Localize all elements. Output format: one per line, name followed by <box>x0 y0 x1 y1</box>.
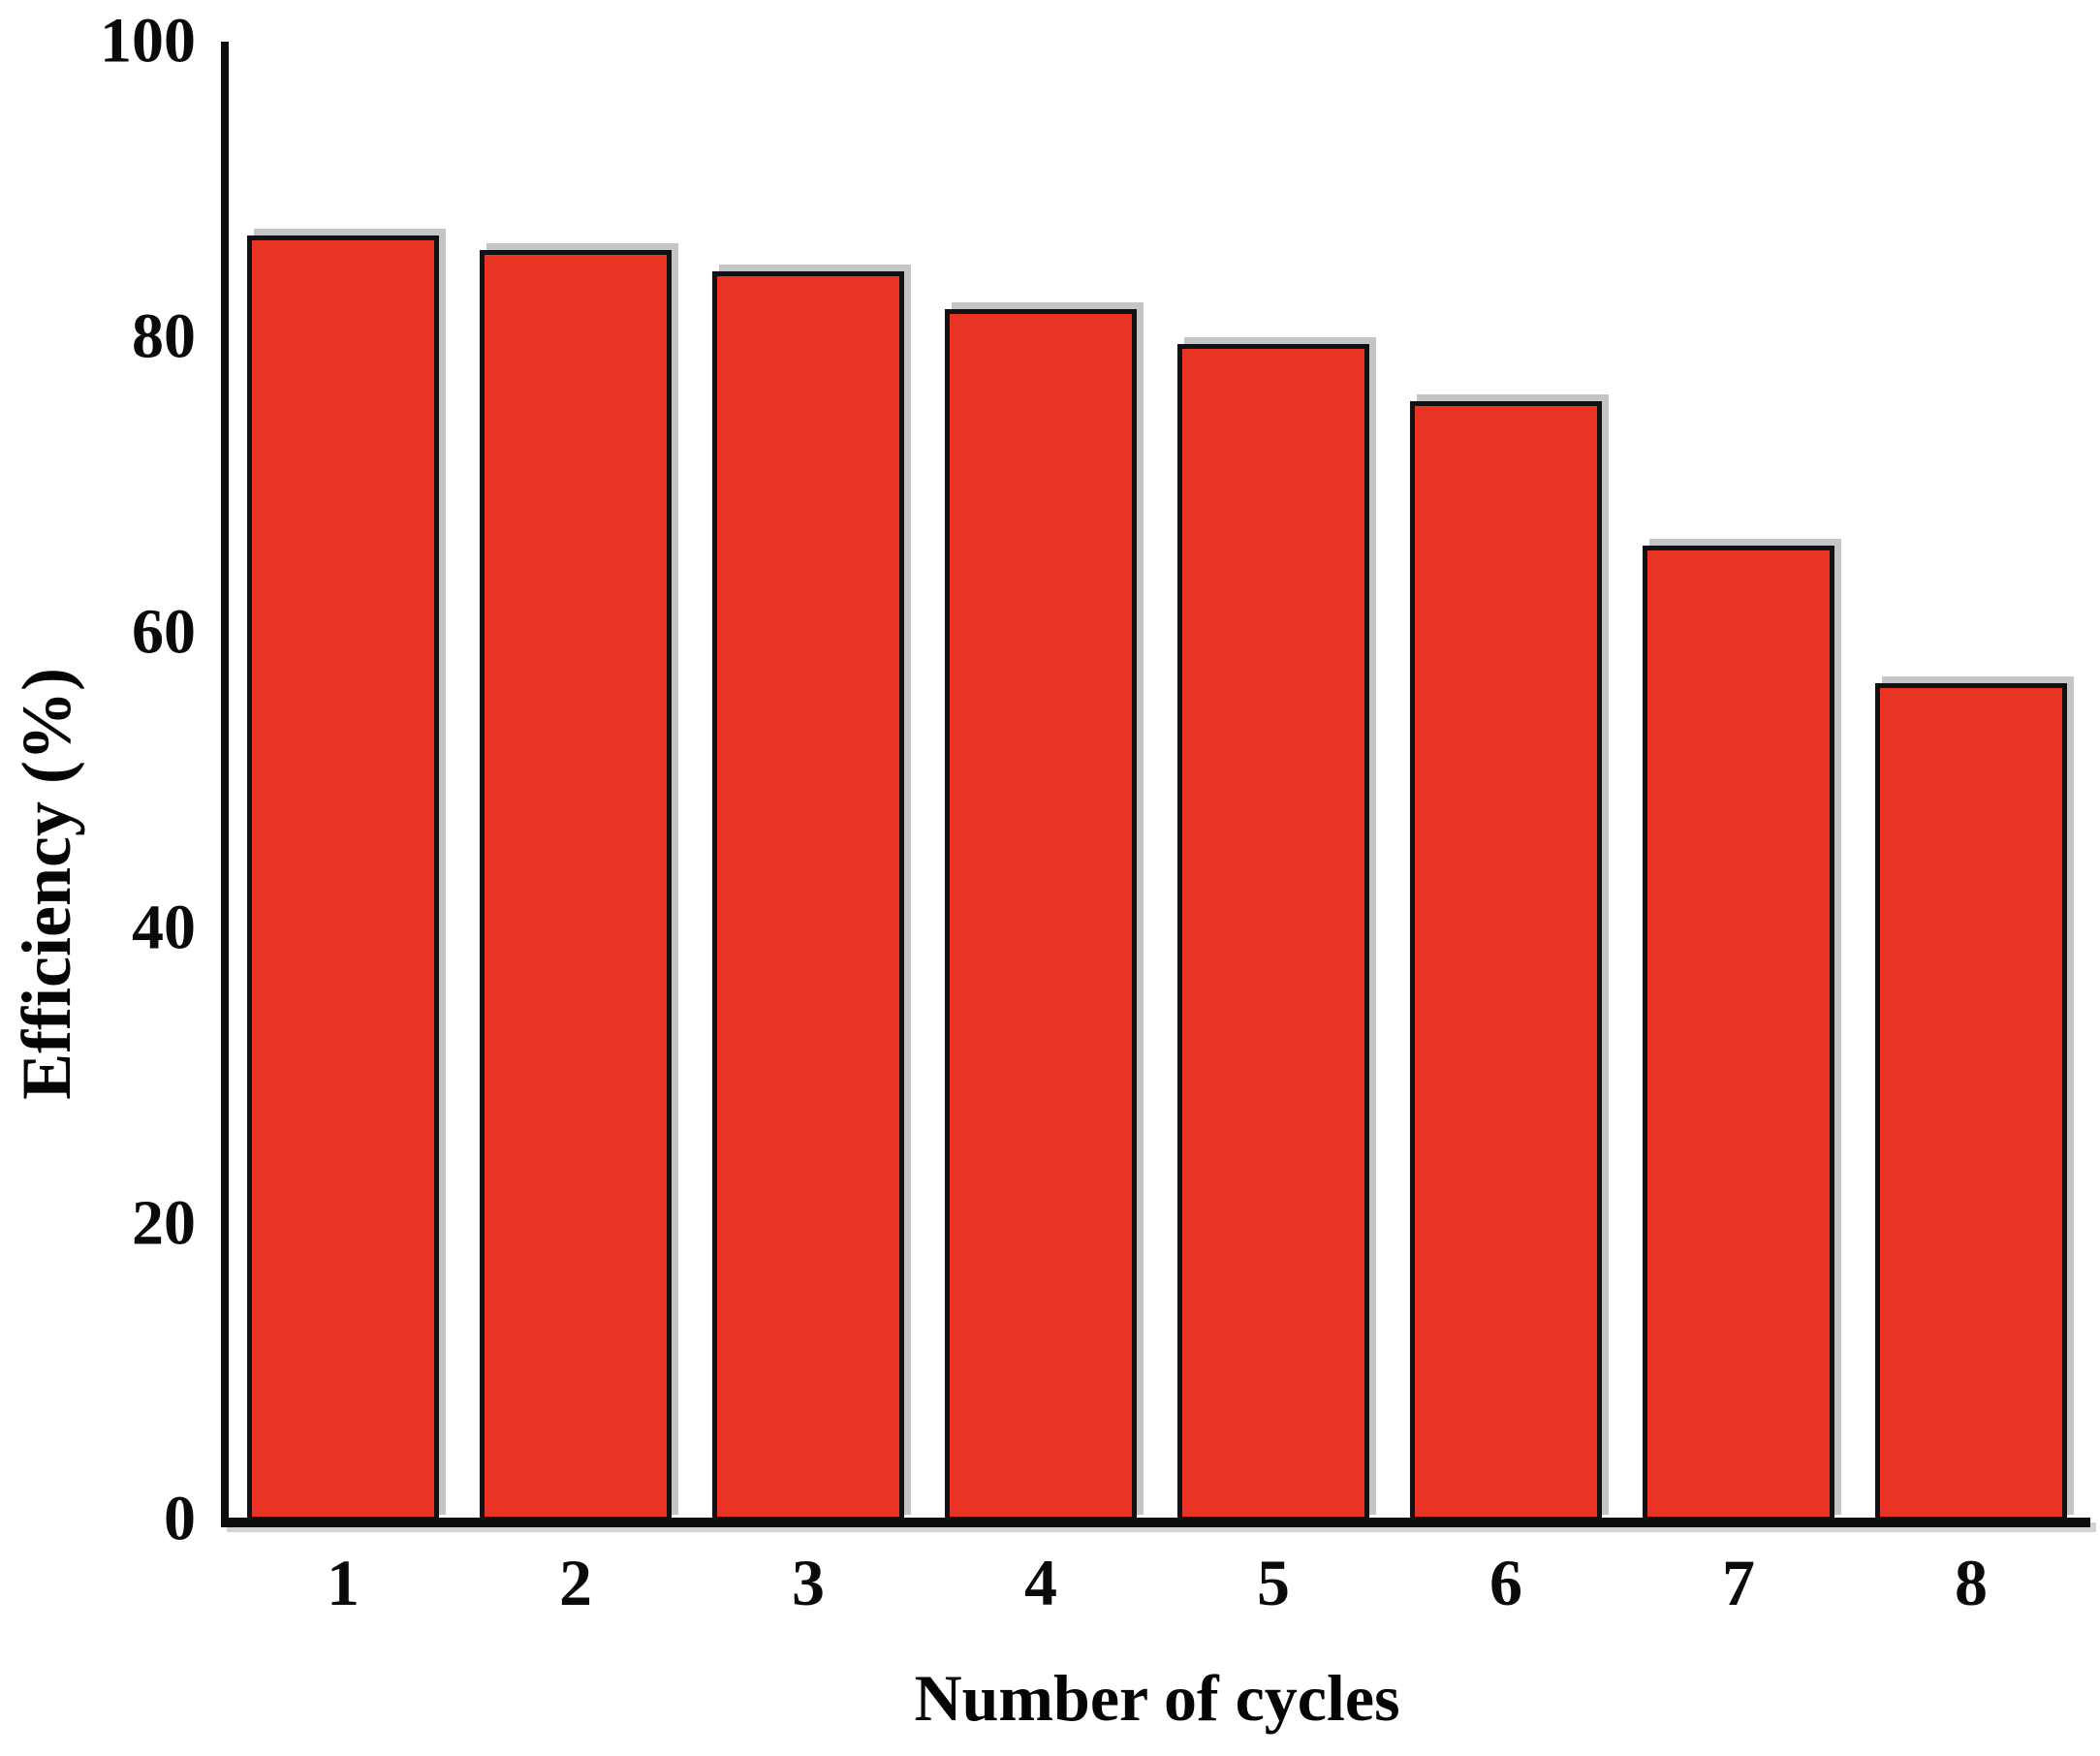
x-tick-label-4: 4 <box>1024 1546 1057 1619</box>
y-tick-label-20: 20 <box>132 1187 196 1259</box>
x-tick-label-8: 8 <box>1955 1546 1988 1619</box>
x-tick-label-7: 7 <box>1722 1546 1755 1619</box>
y-tick-label-0: 0 <box>164 1483 196 1554</box>
x-tick-label-5: 5 <box>1257 1546 1290 1619</box>
y-tick-label-40: 40 <box>132 892 196 963</box>
x-axis-label: Number of cycles <box>914 1661 1400 1735</box>
bar-cycle-8 <box>1875 683 2067 1521</box>
x-tick-label-2: 2 <box>559 1546 592 1619</box>
x-tick-label-3: 3 <box>792 1546 825 1619</box>
bar-cycle-1 <box>247 235 439 1521</box>
bar-cycle-3 <box>712 271 904 1521</box>
y-tick-label-80: 80 <box>132 300 196 372</box>
y-tick-label-100: 100 <box>100 5 196 77</box>
y-tick-label-60: 60 <box>132 596 196 668</box>
y-axis-line <box>221 42 229 1527</box>
y-axis-label: Efficiency (%) <box>8 668 85 1100</box>
x-tick-label-6: 6 <box>1489 1546 1522 1619</box>
bar-cycle-6 <box>1410 401 1602 1521</box>
bar-cycle-4 <box>945 309 1137 1521</box>
x-axis-line <box>221 1518 2090 1527</box>
bar-cycle-5 <box>1177 344 1369 1521</box>
x-tick-label-1: 1 <box>327 1546 360 1619</box>
bar-cycle-7 <box>1643 546 1834 1521</box>
bar-cycle-2 <box>480 250 672 1521</box>
